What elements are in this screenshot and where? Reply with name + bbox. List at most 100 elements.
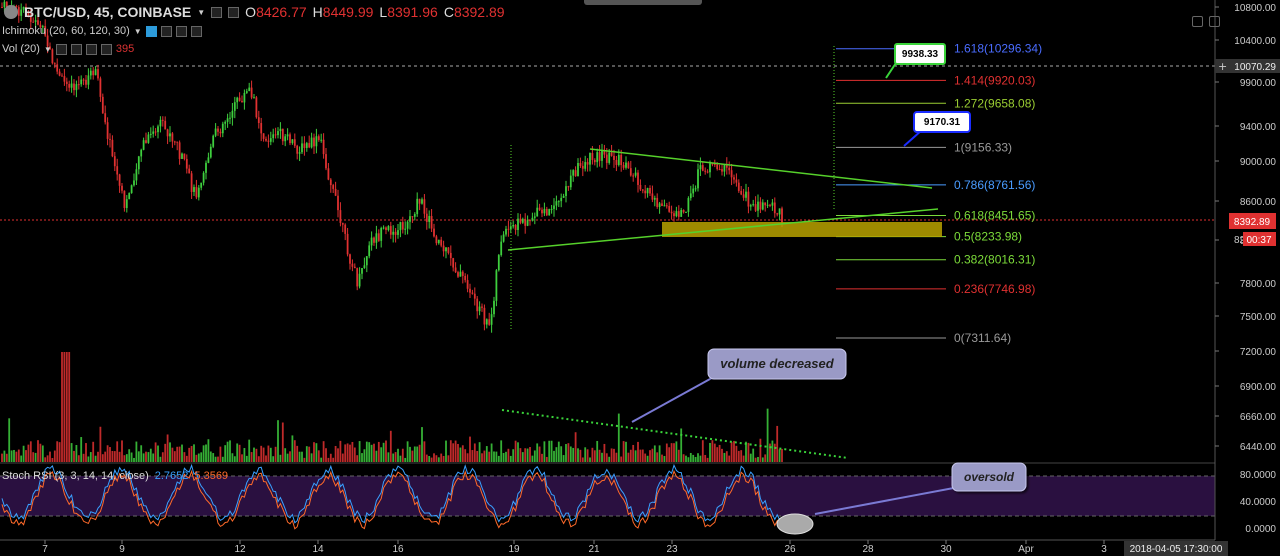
candle-body [488,319,491,325]
visibility-icon[interactable] [55,43,67,55]
volume-bar [399,455,402,462]
time-axis[interactable]: 7 9 12 14 16 19 21 23 26 28 30 Apr 3 [0,539,1280,556]
candle-body [771,202,774,206]
volume-bar [471,450,474,462]
candle-body [197,187,200,198]
candle-body [188,168,191,174]
candle-body [435,236,438,244]
format-icon[interactable] [85,43,97,55]
volume-bar [385,440,387,462]
volume-bar [34,452,37,462]
volume-bar [325,448,327,462]
candle-body [171,133,174,142]
settings-icon[interactable] [1209,16,1220,27]
pane-controls[interactable] [1192,16,1220,27]
volume-bar [425,454,428,462]
visibility-icon[interactable] [145,25,157,37]
volume-bar [89,452,92,462]
volume-bar [577,448,579,462]
chevron-down-icon[interactable]: ▼ [43,44,52,54]
volume-bar [692,454,695,462]
candle-body [322,139,325,155]
settings-icon[interactable] [70,43,82,55]
candle-body [279,128,282,132]
volume-bar [142,453,145,462]
volume-bar [773,443,776,462]
candle-body [65,81,68,84]
volume-bar [329,453,332,462]
close-icon[interactable] [100,43,112,55]
chevron-down-icon[interactable]: ▼ [197,7,206,17]
candle-body [106,122,109,139]
volume-bar [231,453,234,462]
volume-bar [567,443,570,462]
volume-bar [457,443,459,462]
candle-body [142,140,145,150]
format-icon[interactable] [175,25,187,37]
candle-body [236,97,239,103]
volume-bar [589,457,591,462]
chevron-down-icon[interactable]: ▼ [133,26,142,36]
eye-icon[interactable] [211,6,223,18]
ichimoku-label[interactable]: Ichimoku (20, 60, 120, 30) [2,25,130,37]
stoch-d-line [1,469,783,530]
candle-body [308,143,311,148]
price-tick-label: 7800.00 [1240,279,1277,290]
volume-bar [32,452,35,462]
candle-body [447,247,450,253]
settings-icon[interactable] [228,6,240,18]
volume-bar [125,454,128,462]
volume-bar [101,454,104,462]
volume-bar [161,452,164,462]
candle-body [718,169,721,171]
candle-body [425,213,428,222]
volume-bar [181,444,183,462]
fib-level-label: 1.618(10296.34) [954,42,1042,56]
volume-bar [229,440,231,462]
candle-body [315,136,318,147]
candle-body [682,210,685,213]
volume-bar [632,444,635,462]
volume-bar [721,448,723,462]
candle-body [178,142,181,159]
candle-body [656,197,659,207]
price-tick-label: 9400.00 [1240,122,1277,133]
volume-bar [615,452,618,462]
maximize-icon[interactable] [1192,16,1203,27]
time-tick-label: 23 [666,544,678,555]
price-axis[interactable]: 10800.00 10400.00 9900.00 9400.00 9000.00 860… [1214,0,1280,556]
volume-bar [92,441,95,462]
volume-bar [754,457,757,462]
ohlc-values: O8426.77 H8449.99 L8391.96 C8392.89 [245,4,504,20]
volume-bar [526,448,529,462]
candle-body [217,128,219,132]
volume-bar [601,452,603,462]
volume-bar [313,442,315,462]
volume-bar [159,456,162,462]
candle-body [752,204,755,206]
volume-bar [574,432,577,462]
volume-bar [15,451,18,462]
volume-bar [406,441,409,462]
fib-level-label: 1.272(9658.08) [954,96,1035,110]
candle-body [92,70,95,76]
top-tab-handle[interactable] [584,0,702,5]
volume-bar [260,445,263,462]
close-icon[interactable] [190,25,202,37]
candle-body [365,256,368,266]
stoch-label[interactable]: Stoch RSI (3, 3, 14, 14, close) [2,470,149,482]
candle-body [526,220,529,226]
candle-body [221,123,224,134]
volume-bar [221,456,224,462]
candle-body [773,202,776,214]
symbol-title[interactable]: BTC/USD, 45, COINBASE [24,4,192,20]
volume-bar [269,447,272,462]
vol-label[interactable]: Vol (20) [2,43,40,55]
settings-icon[interactable] [160,25,172,37]
volume-bar [327,457,330,462]
candle-body [68,83,71,88]
candle-body [701,165,704,171]
volume-bar [25,450,27,462]
last-price-text: 8392.89 [1234,217,1271,228]
